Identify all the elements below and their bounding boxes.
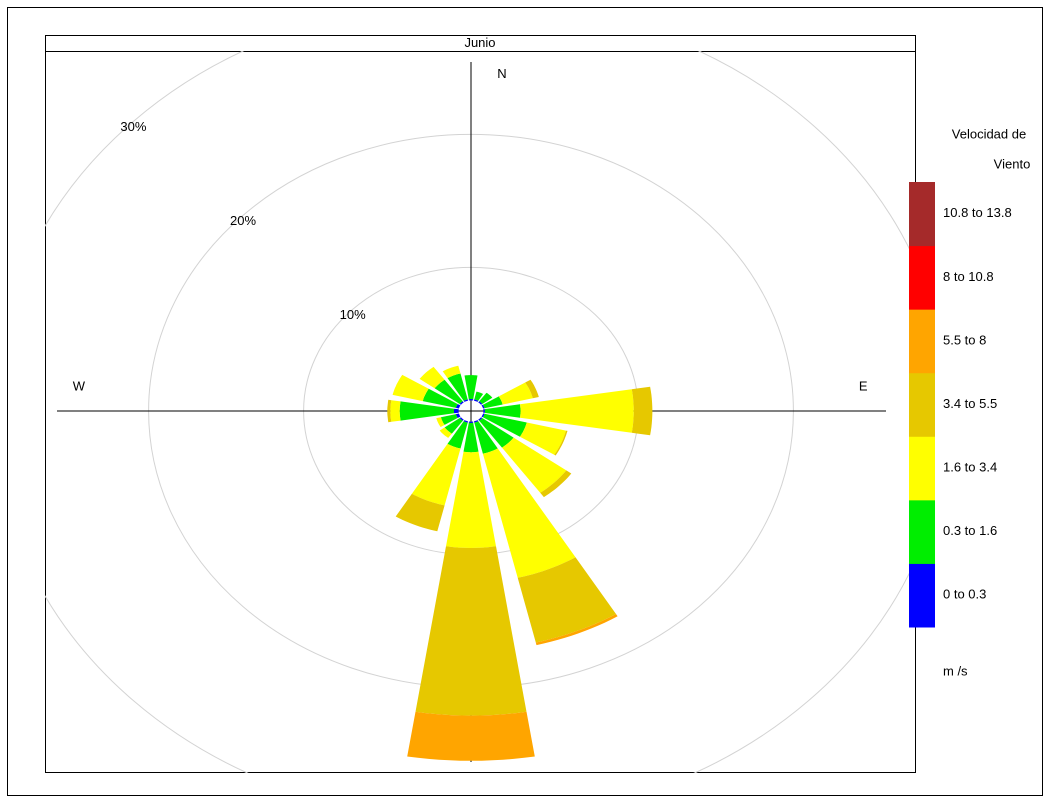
- petal-segment: [459, 417, 464, 421]
- petal-segment: [554, 430, 568, 456]
- petal-segment: [390, 400, 401, 422]
- petal-segment: [482, 448, 576, 578]
- legend-swatch: [909, 245, 935, 310]
- petal-segment: [459, 401, 464, 405]
- legend-label: 10.8 to 13.8: [943, 205, 1012, 220]
- legend-label: 8 to 10.8: [943, 269, 994, 284]
- petal-segment: [517, 557, 616, 643]
- petal-segment: [444, 418, 463, 434]
- petal-segment: [473, 399, 479, 402]
- legend-label: 1.6 to 3.4: [943, 460, 997, 475]
- ring-label: 20%: [230, 213, 256, 228]
- petal-segment: [502, 437, 567, 493]
- petal-segment: [631, 386, 653, 436]
- strip: [45, 35, 916, 52]
- petal-segment: [407, 711, 535, 761]
- petal-segment: [411, 443, 461, 506]
- legend-swatch: [909, 309, 935, 374]
- petal-segment: [474, 421, 498, 454]
- petal-segment: [387, 399, 392, 423]
- ring-label: 10%: [340, 307, 366, 322]
- compass-label: W: [73, 378, 86, 393]
- petal-segment: [419, 366, 445, 389]
- petal-segment: [498, 382, 533, 405]
- petal-segment: [479, 392, 493, 404]
- petal-segment: [482, 413, 527, 437]
- legend-swatch: [909, 499, 935, 564]
- compass-label: E: [859, 378, 868, 393]
- legend-swatch: [909, 436, 935, 501]
- petal-segment: [482, 396, 503, 409]
- legend-title: Velocidad de: [952, 126, 1026, 141]
- petal-segment: [399, 401, 455, 421]
- petal-segment: [463, 422, 479, 453]
- petal-segment: [468, 421, 474, 423]
- petal-segment: [483, 409, 485, 413]
- petal-segment: [442, 365, 461, 379]
- legend-swatch: [909, 182, 935, 247]
- petal-segment: [473, 420, 479, 423]
- petal-segment: [479, 418, 514, 448]
- petal-segment: [395, 493, 445, 532]
- petal-segment: [415, 546, 527, 716]
- petal-segment: [447, 373, 468, 401]
- petal-segment: [478, 417, 483, 421]
- petal-segment: [519, 422, 566, 455]
- petal-segment: [422, 388, 458, 408]
- legend-title: Viento: [994, 156, 1031, 171]
- legend-label: 0.3 to 1.6: [943, 523, 997, 538]
- ring-label: 30%: [120, 119, 146, 134]
- petal-segment: [484, 404, 521, 418]
- petal-segment: [520, 389, 634, 433]
- legend-units: m /s: [943, 663, 968, 678]
- petal-segment: [440, 414, 458, 425]
- petal-segment: [455, 413, 461, 418]
- petal-segment: [468, 399, 474, 401]
- petal-segment: [439, 427, 452, 438]
- petal-segment: [474, 391, 484, 401]
- petal-segment: [481, 404, 485, 409]
- petal-segment: [446, 451, 496, 548]
- petal-segment: [434, 379, 463, 404]
- petal-segment: [455, 404, 461, 409]
- legend-label: 3.4 to 5.5: [943, 396, 997, 411]
- petal-segment: [525, 379, 539, 399]
- petal-segment: [436, 417, 445, 427]
- petal-segment: [478, 401, 483, 405]
- petal-segment: [463, 420, 469, 423]
- petal-segment: [481, 413, 485, 418]
- legend-label: 0 to 0.3: [943, 587, 986, 602]
- legend-swatch: [909, 563, 935, 628]
- petal-segment: [463, 399, 469, 402]
- legend-label: 5.5 to 8: [943, 332, 986, 347]
- compass-label: N: [497, 66, 506, 81]
- petal-segment: [540, 470, 572, 498]
- petal-segment: [464, 375, 478, 400]
- petal-segment: [392, 374, 429, 402]
- petal-segment: [447, 421, 468, 449]
- legend-swatch: [909, 372, 935, 437]
- petal-segment: [453, 408, 459, 414]
- petal-segment: [535, 614, 618, 646]
- chart-title: Junio: [464, 35, 495, 50]
